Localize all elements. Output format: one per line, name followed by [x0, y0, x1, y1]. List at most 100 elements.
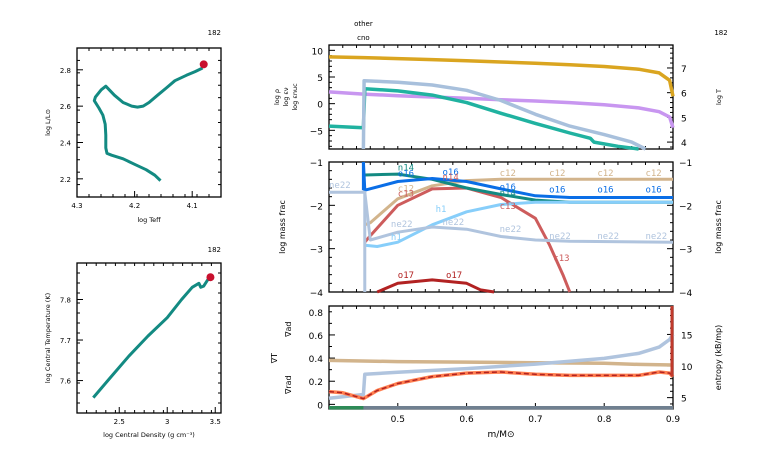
curve-label-ne22: ne22	[500, 225, 522, 235]
ylabel-grad-T: ∇T	[270, 353, 279, 364]
x-tick-label: 0.9	[666, 415, 681, 425]
abundance-line-ne22	[329, 190, 674, 244]
ylabel-grad-rad: ∇rad	[284, 375, 293, 395]
x-tick-label: 4.3	[71, 202, 82, 210]
abundance-line-o16	[361, 161, 673, 199]
y2-tick-label: −3	[679, 246, 692, 256]
gradient-line-grad-ad	[328, 358, 674, 367]
curve-label-c13: c13	[500, 202, 516, 212]
profile-line-log-t	[328, 55, 675, 97]
y2-tick-label: 4	[681, 139, 687, 149]
y-tick-label: 0.2	[309, 378, 323, 388]
curve-label-c12: c12	[549, 169, 565, 179]
x-tick-label: 0.7	[528, 415, 542, 425]
y-tick-label: −5	[310, 127, 323, 137]
abundances-y2-axis-label: log mass frac	[714, 200, 723, 254]
abundances-y-axis-label: log mass frac	[278, 200, 287, 254]
curve-label-ne22: ne22	[597, 232, 619, 242]
gradient-line-entropy	[328, 333, 675, 401]
x-tick-label: 0.8	[597, 415, 612, 425]
profile-top-frame	[328, 44, 674, 150]
curve-label-c13: c13	[398, 190, 414, 200]
center-y-axis-label: log Central Temperature (K)	[44, 293, 52, 383]
y-tick-label: −2	[310, 202, 323, 212]
center-x-axis-label: log Central Density (g cm⁻³)	[103, 431, 195, 439]
ylabel-0: log ρ	[273, 89, 281, 105]
x-tick-label: 4.1	[187, 202, 198, 210]
y-tick-label: 0.8	[309, 309, 324, 319]
hr-current-point	[199, 60, 208, 69]
curve-label-o16: o16	[549, 185, 565, 195]
y2-tick-label: −4	[679, 289, 693, 299]
y2-tick-label: 7	[681, 65, 687, 75]
y-tick-label: −3	[310, 246, 323, 256]
y2-tick-label: −1	[679, 159, 692, 169]
y-tick-label: 0.6	[309, 332, 324, 342]
y-tick-label: 0	[317, 101, 323, 111]
x-tick-label: 3	[165, 418, 169, 426]
top-label-cno: cno	[357, 34, 370, 42]
hr-frame-number: 182	[208, 29, 221, 37]
curve-label-c12: c12	[597, 169, 613, 179]
curve-label-ne22: ne22	[549, 232, 571, 242]
y-tick-label: 7.7	[60, 337, 71, 345]
y-tick-label: 2.4	[60, 139, 72, 147]
y-tick-label: 5	[317, 74, 323, 84]
y-tick-label: 0.4	[309, 355, 324, 365]
y-tick-label: −4	[310, 289, 324, 299]
ylabel-1: log εν	[282, 87, 290, 106]
y-tick-label: 2.8	[60, 67, 71, 75]
y2-tick-label: 15	[681, 331, 692, 341]
hr-y-axis-label: log L/L⊙	[44, 109, 52, 136]
abundances-frame	[328, 161, 674, 293]
y2label-log-T: log T	[715, 89, 723, 105]
curve-label-h1: h1	[436, 205, 447, 215]
center-frame-number: 182	[208, 246, 221, 254]
y-tick-label: 7.8	[60, 296, 71, 304]
y-tick-label: −1	[310, 159, 323, 169]
curve-label-o16: o16	[500, 183, 516, 193]
curve-label-c13: c13	[553, 254, 569, 264]
y2-tick-label: 5	[681, 114, 687, 124]
x-tick-label: 4.2	[129, 202, 140, 210]
curve-label-c12: c12	[645, 169, 661, 179]
gradient-line-grad-T	[328, 371, 674, 400]
y-tick-label: 7.6	[60, 378, 72, 386]
curve-label-ne22: ne22	[329, 181, 351, 191]
center-frame	[76, 262, 222, 414]
ylabel-2: log εnuc	[291, 83, 299, 111]
curve-label-o16: o16	[398, 169, 414, 179]
curve-label-o16: o16	[443, 168, 459, 178]
curve-label-h1: h1	[391, 233, 402, 243]
ylabel-grad-ad: ∇ad	[284, 321, 293, 337]
x-tick-label: 0.5	[391, 415, 405, 425]
profile-line-log-eps_nuc	[361, 78, 647, 151]
curve-label-c12: c12	[398, 184, 414, 194]
y2-tick-label: −2	[679, 202, 692, 212]
curve-label-n14: n14	[398, 164, 414, 174]
abundance-line-o17	[376, 278, 495, 294]
y2-tick-label: 10	[681, 363, 693, 373]
curve-label-n14: n14	[500, 189, 516, 199]
y-tick-label: 0	[317, 401, 323, 411]
curve-label-o17: o17	[398, 271, 414, 281]
curve-label-n14: n14	[443, 173, 459, 183]
hr-track-line	[92, 66, 204, 182]
curve-label-c12: c12	[500, 169, 516, 179]
y2-tick-label: 6	[681, 90, 687, 100]
profile-line-log-rho	[328, 90, 675, 129]
curve-label-o16: o16	[597, 185, 613, 195]
hr-x-axis-label: log Teff	[137, 216, 161, 224]
gradients-x-axis-label: m/M⊙	[487, 430, 514, 440]
curve-label-o17: o17	[446, 271, 462, 281]
y2-tick-label: 5	[681, 395, 687, 405]
curve-label-o16: o16	[645, 185, 661, 195]
profile-frame-number: 182	[714, 29, 727, 37]
x-tick-label: 0.6	[459, 415, 474, 425]
curve-label-ne22: ne22	[645, 232, 667, 242]
x-tick-label: 3.5	[210, 418, 221, 426]
y-tick-label: 2.6	[60, 103, 72, 111]
top-label-other: other	[354, 20, 373, 28]
center-current-point	[206, 273, 215, 282]
